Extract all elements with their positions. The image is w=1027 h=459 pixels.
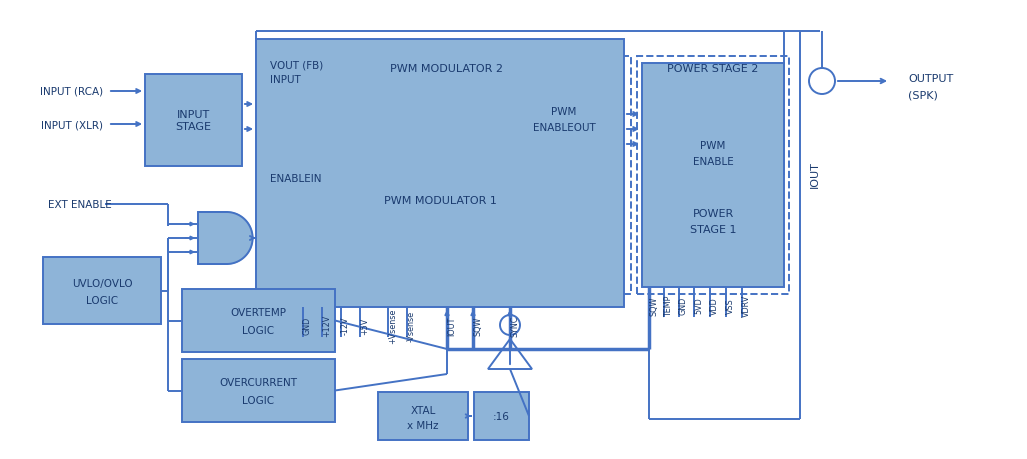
Text: x MHz: x MHz (408, 420, 439, 430)
Text: -12V: -12V (341, 316, 350, 335)
Text: POWER: POWER (692, 208, 733, 218)
Text: XTAL: XTAL (411, 405, 435, 415)
Text: OUTPUT: OUTPUT (908, 74, 953, 84)
Text: STAGE 1: STAGE 1 (690, 224, 736, 235)
Text: TEMP: TEMP (664, 295, 673, 316)
Text: SQW: SQW (473, 316, 482, 335)
Text: :16: :16 (493, 411, 510, 421)
Text: VDRV: VDRV (741, 294, 751, 316)
Text: ENABLEOUT: ENABLEOUT (533, 123, 596, 133)
Text: IOUT: IOUT (810, 161, 820, 188)
FancyBboxPatch shape (182, 359, 335, 422)
Text: PWM: PWM (551, 107, 577, 117)
Text: OVERTEMP: OVERTEMP (230, 308, 287, 318)
FancyBboxPatch shape (378, 392, 468, 440)
Text: +5V: +5V (360, 317, 369, 334)
Text: SQW: SQW (649, 296, 658, 315)
Text: EXT ENABLE: EXT ENABLE (48, 200, 112, 210)
Text: 5VD: 5VD (694, 297, 703, 313)
Text: VOUT (FB): VOUT (FB) (270, 60, 324, 70)
FancyBboxPatch shape (474, 392, 529, 440)
FancyBboxPatch shape (198, 213, 227, 264)
Text: GND: GND (303, 316, 312, 335)
Text: ENABLEIN: ENABLEIN (270, 174, 321, 184)
Text: +Vsense: +Vsense (388, 308, 397, 343)
Polygon shape (227, 213, 253, 264)
FancyBboxPatch shape (256, 40, 624, 308)
Text: ENABLE: ENABLE (692, 157, 733, 167)
Text: (SPK): (SPK) (908, 91, 938, 101)
FancyBboxPatch shape (642, 64, 784, 287)
Text: +12V: +12V (322, 314, 331, 336)
Text: PWM MODULATOR 2: PWM MODULATOR 2 (390, 64, 503, 74)
FancyBboxPatch shape (43, 257, 161, 325)
Text: LOGIC: LOGIC (242, 395, 274, 405)
Text: LOGIC: LOGIC (242, 325, 274, 335)
Text: IOUT: IOUT (447, 316, 456, 335)
Text: PWM: PWM (700, 141, 726, 151)
FancyBboxPatch shape (182, 289, 335, 352)
Text: POWER STAGE 2: POWER STAGE 2 (668, 64, 759, 74)
Text: INPUT (RCA): INPUT (RCA) (40, 87, 104, 97)
Text: INPUT (XLR): INPUT (XLR) (41, 120, 103, 130)
FancyBboxPatch shape (145, 75, 242, 167)
Text: -Vsense: -Vsense (407, 310, 416, 341)
Text: OVERCURRENT: OVERCURRENT (220, 378, 298, 388)
Text: VSS: VSS (726, 297, 735, 313)
Text: LOGIC: LOGIC (86, 296, 118, 306)
Text: SYNC: SYNC (510, 314, 519, 336)
Text: VDD: VDD (710, 297, 719, 314)
Text: PWM MODULATOR 1: PWM MODULATOR 1 (383, 196, 496, 205)
Text: INPUT: INPUT (270, 75, 301, 85)
Text: UVLO/OVLO: UVLO/OVLO (72, 279, 132, 289)
Text: GND: GND (679, 296, 688, 314)
Text: INPUT
STAGE: INPUT STAGE (176, 110, 212, 132)
